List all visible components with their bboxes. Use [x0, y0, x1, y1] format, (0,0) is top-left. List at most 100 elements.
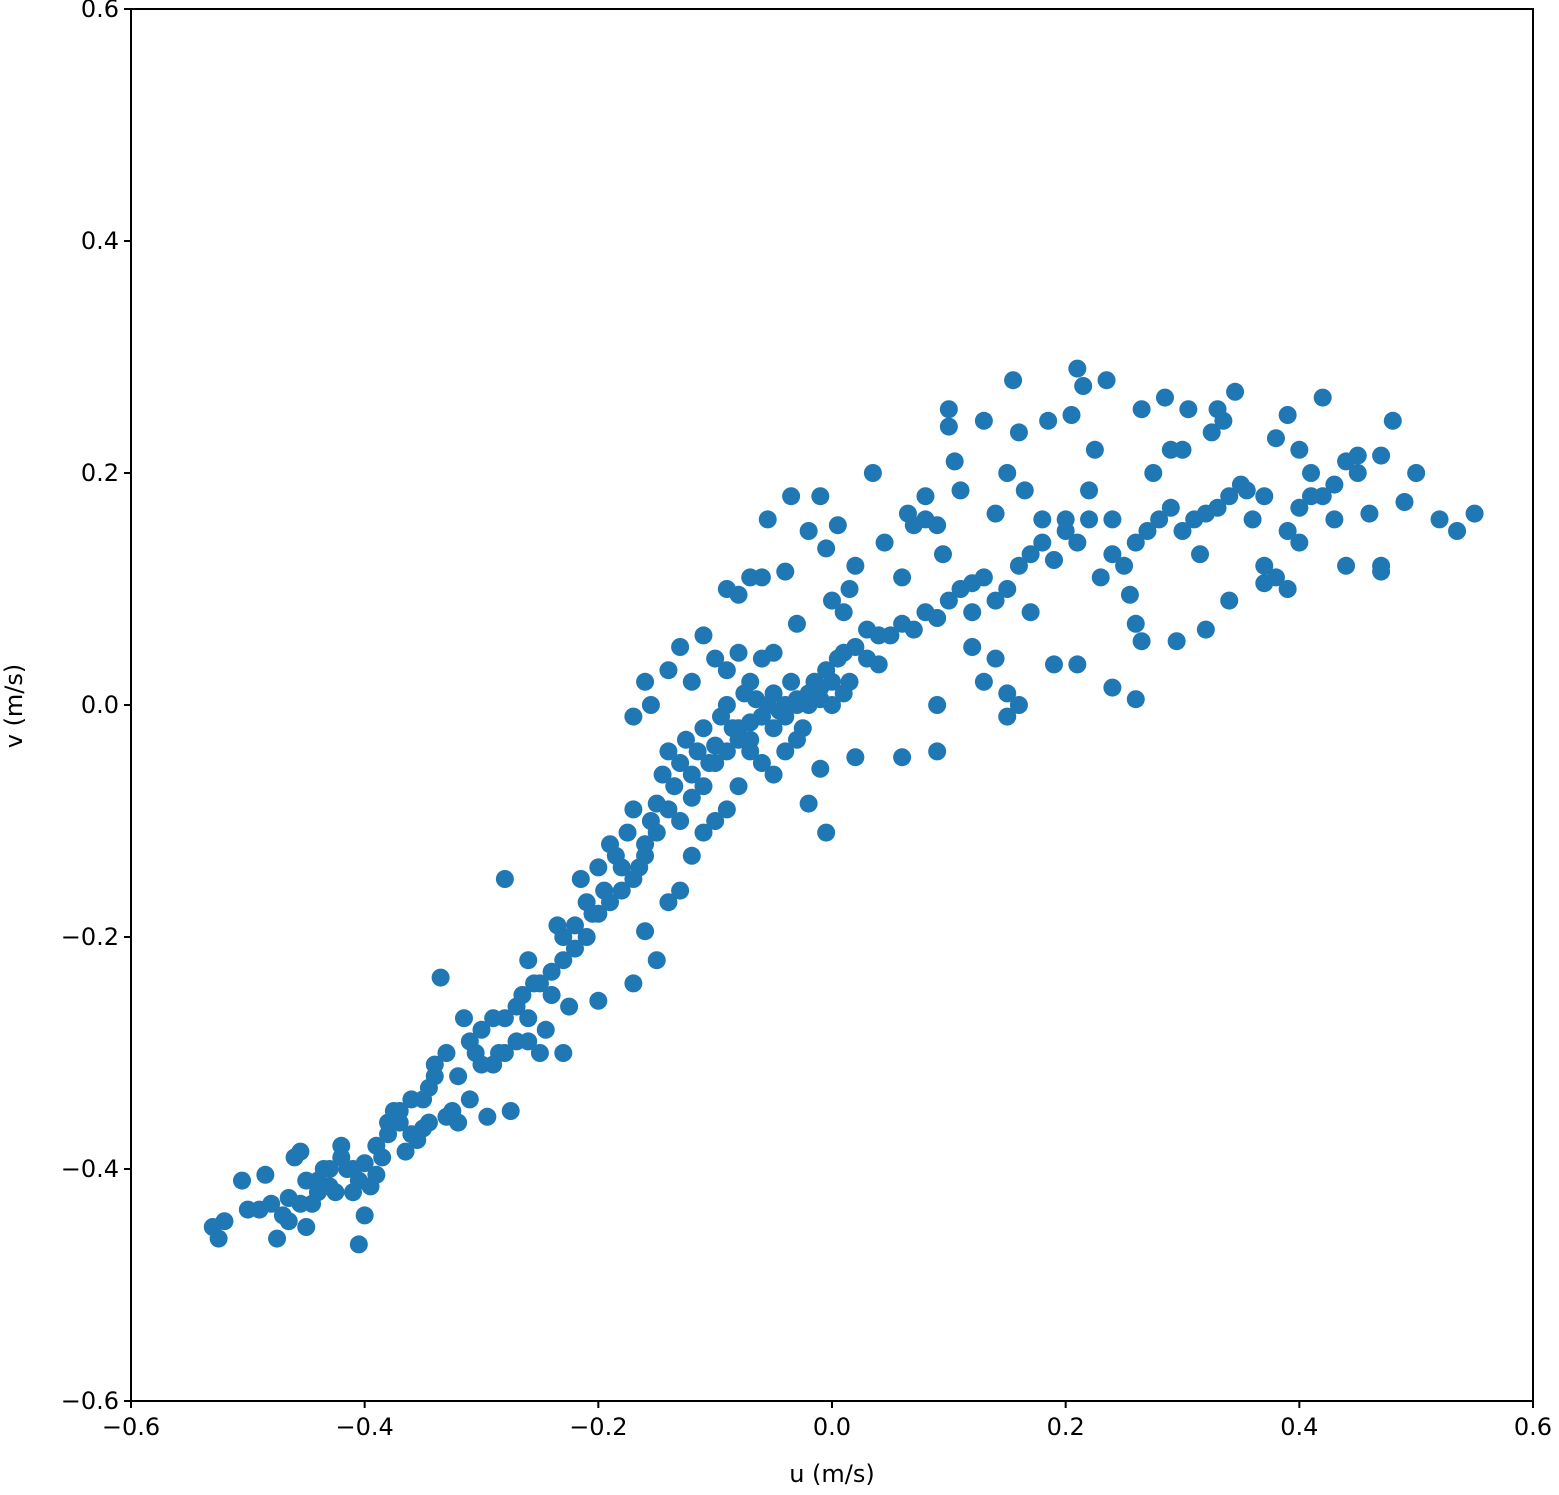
scatter-point: [1220, 487, 1239, 506]
scatter-point: [904, 620, 923, 639]
scatter-point: [1132, 400, 1151, 419]
scatter-point: [238, 1200, 257, 1219]
scatter-point: [256, 1165, 275, 1184]
scatter-point: [823, 696, 841, 714]
scatter-point: [1144, 464, 1163, 482]
scatter-point: [817, 539, 836, 558]
scatter-point: [636, 846, 655, 865]
scatter-point: [1132, 632, 1151, 651]
scatter-point: [1091, 568, 1110, 587]
scatter-point: [1348, 464, 1367, 482]
scatter-point: [641, 696, 660, 714]
scatter-point: [706, 649, 725, 668]
scatter-point: [776, 562, 795, 581]
scatter-point: [326, 1183, 345, 1202]
scatter-point: [343, 1160, 362, 1178]
scatter-point: [758, 510, 777, 529]
scatter-point: [1155, 388, 1174, 407]
scatter-point: [659, 661, 678, 680]
scatter-point: [519, 1032, 538, 1051]
scatter-point: [519, 951, 538, 970]
scatter-point: [694, 823, 713, 842]
y-tick-label: −0.2: [61, 923, 119, 951]
scatter-point: [846, 556, 865, 575]
scatter-point: [624, 707, 643, 726]
scatter-point: [963, 638, 982, 656]
scatter-point: [729, 719, 748, 738]
scatter-point: [571, 870, 590, 888]
scatter-point: [262, 1194, 281, 1213]
scatter-point: [945, 452, 964, 471]
scatter-point: [998, 684, 1017, 703]
scatter-point: [717, 696, 736, 714]
scatter-point: [624, 800, 643, 819]
scatter-point: [1290, 533, 1309, 552]
scatter-point: [554, 928, 573, 946]
x-axis: −0.6 −0.4 −0.2 0.0 0.2 0.4 0.6: [102, 1401, 1552, 1441]
x-tick-label: 0.0: [813, 1413, 851, 1441]
scatter-point: [1196, 620, 1215, 639]
scatter-point: [834, 603, 853, 622]
y-tick-label: 0.2: [81, 459, 119, 487]
scatter-point: [367, 1136, 386, 1155]
scatter-point: [449, 1067, 468, 1086]
scatter-point: [928, 742, 947, 761]
scatter-point: [717, 800, 736, 819]
scatter-point: [472, 1020, 491, 1039]
scatter-point: [928, 696, 947, 714]
scatter-point: [1383, 411, 1402, 430]
scatter-point: [1220, 591, 1239, 610]
scatter-point: [460, 1032, 479, 1051]
scatter-point: [1033, 510, 1052, 529]
scatter-point: [1325, 510, 1344, 529]
scatter-point: [1074, 377, 1093, 395]
scatter-point: [1080, 481, 1099, 500]
scatter-point: [367, 1165, 386, 1184]
scatter-point: [1044, 551, 1063, 569]
scatter-point: [799, 522, 818, 540]
scatter-point: [1325, 475, 1344, 494]
scatter-point: [1009, 423, 1028, 442]
scatter-point: [636, 922, 655, 941]
scatter-point: [542, 962, 561, 981]
scatter-point: [764, 643, 783, 662]
scatter-point: [1202, 423, 1221, 442]
scatter-point: [495, 870, 514, 888]
scatter-point: [869, 655, 888, 674]
scatter-point: [1337, 556, 1356, 575]
scatter-point: [764, 765, 783, 784]
scatter-point: [530, 974, 549, 993]
scatter-point: [1126, 614, 1145, 633]
scatter-point: [1278, 406, 1297, 424]
scatter-point: [682, 672, 701, 691]
scatter-point: [694, 719, 713, 738]
scatter-point: [291, 1194, 310, 1213]
scatter-point: [823, 591, 841, 610]
scatter-point: [776, 707, 795, 726]
scatter-point: [676, 730, 695, 749]
scatter-point: [863, 464, 882, 482]
scatter-point: [986, 504, 1005, 523]
scatter-point: [729, 643, 748, 662]
scatter-point: [1021, 603, 1040, 622]
scatter-point: [601, 893, 620, 912]
scatter-point: [688, 742, 707, 761]
scatter-point: [659, 800, 678, 819]
x-axis-label: u (m/s): [789, 1460, 875, 1488]
scatter-point: [998, 464, 1017, 482]
scatter-point: [1138, 522, 1157, 540]
scatter-point: [454, 1009, 473, 1028]
scatter-point: [741, 742, 760, 761]
scatter-point: [1085, 440, 1104, 459]
scatter-point: [1021, 545, 1040, 564]
scatter-point: [671, 638, 690, 656]
scatter-point: [530, 1044, 549, 1062]
scatter-point: [554, 1044, 573, 1062]
scatter-point: [998, 707, 1017, 726]
scatter-point: [349, 1235, 368, 1254]
scatter-point: [1372, 556, 1391, 575]
scatter-point: [1278, 580, 1297, 598]
scatter-point: [717, 661, 736, 680]
scatter-point: [659, 742, 678, 761]
